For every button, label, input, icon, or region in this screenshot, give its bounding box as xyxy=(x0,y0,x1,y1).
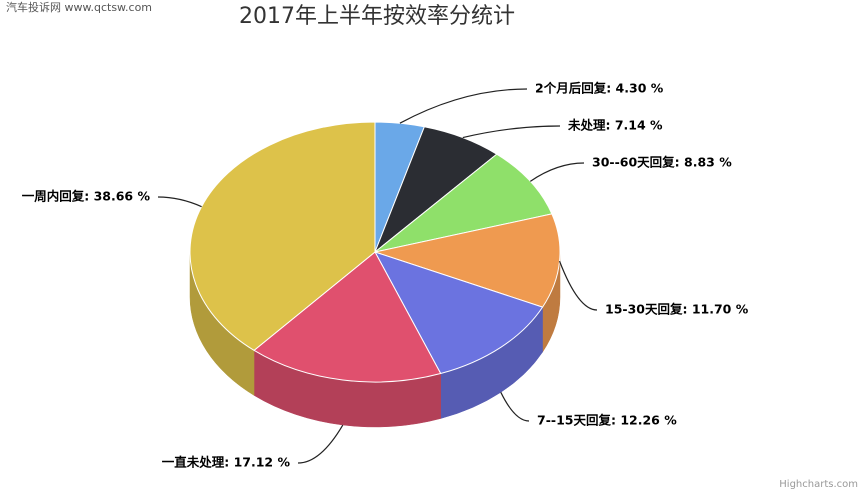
connector xyxy=(500,392,530,422)
credits: Highcharts.com xyxy=(779,479,858,490)
pie-slice xyxy=(253,251,442,383)
connector xyxy=(157,196,202,208)
pie-slice xyxy=(374,251,544,375)
connector xyxy=(462,125,561,139)
watermark: 汽车投诉网 www.qctsw.com xyxy=(6,0,152,14)
connector xyxy=(558,260,598,311)
data-label: 7--15天回复: 12.26 % xyxy=(537,413,677,428)
data-label: 30--60天回复: 8.83 % xyxy=(592,155,732,170)
data-label: 一直未处理: 17.12 % xyxy=(162,455,291,470)
data-label: 15-30天回复: 11.70 % xyxy=(605,302,749,317)
connector xyxy=(529,162,585,182)
data-label: 未处理: 7.14 % xyxy=(567,118,663,133)
pie-slice xyxy=(189,121,376,351)
connector xyxy=(297,424,344,464)
chart-title: 2017年上半年按效率分统计 xyxy=(239,4,515,29)
data-label: 一周内回复: 38.66 % xyxy=(22,189,151,204)
data-label: 2个月后回复: 4.30 % xyxy=(535,81,664,96)
connector xyxy=(399,88,528,124)
